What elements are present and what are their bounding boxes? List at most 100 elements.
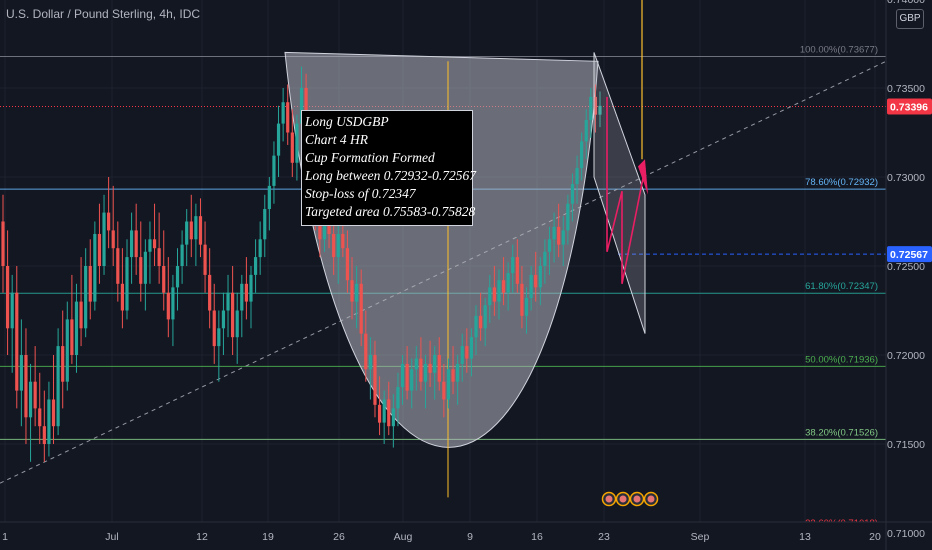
- note-line: Cup Formation Formed: [305, 150, 435, 165]
- x-tick-label: 13: [799, 531, 811, 543]
- candle: [253, 239, 258, 293]
- x-axis: 1 Jul 12 19 26 Aug 9 16 23 Sep 13 20: [2, 531, 881, 543]
- candle-body: [51, 399, 56, 427]
- x-tick-label: 12: [196, 531, 208, 543]
- event-flag-icon: [605, 495, 613, 503]
- candle-body: [263, 209, 267, 240]
- note-line: Stop-loss of 0.72347: [305, 186, 416, 201]
- candle: [61, 310, 65, 409]
- candle-body: [593, 96, 598, 115]
- candle: [47, 381, 51, 457]
- candle-body: [226, 292, 230, 311]
- candle-body: [212, 310, 216, 347]
- candle-body: [231, 292, 235, 338]
- candle: [433, 346, 437, 400]
- candle-body: [134, 230, 138, 258]
- candle-body: [235, 310, 239, 338]
- candle-body: [24, 355, 28, 418]
- candle-body: [350, 280, 354, 302]
- candle: [465, 328, 469, 373]
- x-tick-label: Sep: [691, 531, 710, 543]
- candle: [111, 185, 115, 266]
- candle-body: [56, 346, 60, 427]
- candle-body: [79, 301, 83, 329]
- event-flag-icon: [647, 495, 655, 503]
- candle-body: [189, 221, 193, 240]
- fib-level-label: 100.00%(0.73677): [800, 44, 878, 55]
- candle-body: [253, 257, 258, 275]
- candle-body: [286, 102, 290, 133]
- candle: [1, 194, 5, 293]
- y-tick-label: 0.71000: [887, 528, 925, 540]
- candle: [116, 221, 120, 302]
- candle: [51, 355, 56, 444]
- candle: [410, 358, 414, 409]
- candle-body: [446, 369, 451, 400]
- candle-body: [488, 287, 492, 306]
- candle-body: [529, 274, 533, 299]
- candle-body: [433, 355, 437, 373]
- candle: [249, 266, 253, 329]
- y-tick-label: 0.73000: [887, 172, 925, 184]
- candle-body: [19, 355, 23, 391]
- candle: [129, 212, 134, 284]
- candle-body: [520, 283, 524, 316]
- candle: [515, 239, 519, 293]
- candle: [451, 346, 455, 395]
- candle: [189, 194, 193, 258]
- candle-body: [483, 305, 487, 329]
- candle-body: [497, 280, 501, 302]
- candle-body: [479, 315, 483, 329]
- candle-body: [208, 274, 212, 311]
- currency-button[interactable]: GBP: [896, 9, 924, 29]
- candle-body: [557, 226, 561, 245]
- projection-arrowhead: [638, 159, 648, 195]
- price-badge-bg: [887, 246, 932, 263]
- candle-body: [534, 274, 538, 288]
- candle-body: [359, 283, 363, 334]
- candle: [15, 266, 19, 409]
- candle-body: [538, 266, 542, 288]
- candle-body: [42, 426, 46, 444]
- candle-body: [570, 184, 575, 204]
- candle-body: [1, 221, 5, 266]
- candle: [497, 269, 501, 320]
- candle-body: [414, 358, 418, 370]
- candle-body: [107, 212, 111, 231]
- candle-body: [70, 319, 74, 355]
- candle: [566, 194, 570, 245]
- candle-body: [272, 155, 276, 186]
- candle-body: [584, 120, 588, 142]
- candle-body: [143, 251, 147, 284]
- candle-body: [506, 273, 510, 293]
- candle: [492, 266, 496, 316]
- candle-body: [474, 315, 478, 338]
- candle-body: [276, 123, 281, 156]
- candle-body: [221, 310, 226, 329]
- candle: [345, 230, 350, 293]
- candle: [359, 269, 363, 347]
- candle: [79, 257, 83, 347]
- candle-body: [396, 387, 400, 409]
- candle-body: [217, 328, 221, 347]
- candle: [226, 274, 230, 338]
- candle-body: [148, 239, 152, 252]
- candle: [231, 266, 235, 355]
- candle: [488, 274, 492, 323]
- candle: [423, 355, 428, 409]
- candle: [102, 194, 106, 275]
- candle-body: [111, 230, 115, 249]
- candle-body: [84, 266, 88, 329]
- candle: [598, 91, 602, 128]
- candle: [198, 198, 203, 258]
- candle-body: [405, 363, 409, 391]
- event-markers: [601, 491, 659, 507]
- candle: [267, 177, 271, 231]
- candle-body: [171, 287, 175, 320]
- x-tick-label: 16: [531, 531, 543, 543]
- candle-body: [524, 298, 529, 316]
- candle-body: [97, 233, 102, 266]
- fib-level-label: 50.00%(0.71936): [805, 354, 878, 365]
- candle-body: [598, 105, 602, 115]
